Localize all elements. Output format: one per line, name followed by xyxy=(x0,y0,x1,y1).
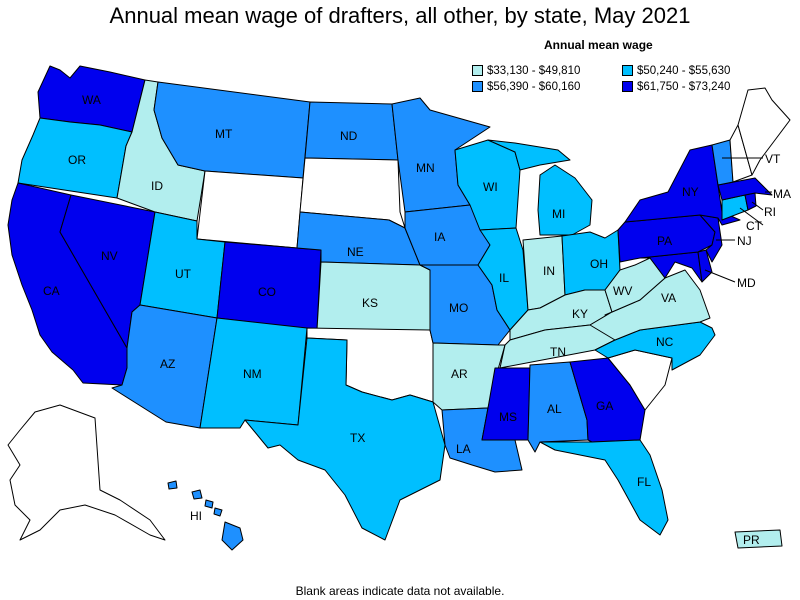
label-wi: WI xyxy=(483,180,498,194)
label-ct: CT xyxy=(746,219,763,233)
callout-leader-lines xyxy=(704,157,772,283)
state-wy[interactable] xyxy=(196,170,304,249)
label-nd: ND xyxy=(340,129,358,143)
map-legend: Annual mean wage $33,130 - $49,810 $50,2… xyxy=(468,38,798,100)
label-oh: OH xyxy=(590,257,608,271)
label-mt: MT xyxy=(215,127,233,141)
legend-title: Annual mean wage xyxy=(544,38,653,52)
label-mn: MN xyxy=(416,161,435,175)
state-mi[interactable] xyxy=(487,139,593,236)
legend-label: $50,240 - $55,630 xyxy=(637,65,731,77)
legend-item-tier3: $56,390 - $60,160 xyxy=(472,81,580,93)
label-ri: RI xyxy=(764,205,776,219)
label-tn: TN xyxy=(550,345,566,359)
state-ak[interactable] xyxy=(7,404,166,541)
state-hi[interactable] xyxy=(167,480,244,551)
label-pr: PR xyxy=(743,533,760,547)
label-ca: CA xyxy=(43,284,60,298)
label-ut: UT xyxy=(175,267,192,281)
states-layer xyxy=(7,65,791,551)
label-or: OR xyxy=(68,153,86,167)
label-il: IL xyxy=(499,271,509,285)
label-ny: NY xyxy=(682,185,699,199)
legend-item-tier1: $33,130 - $49,810 xyxy=(472,65,580,77)
label-ia: IA xyxy=(434,230,445,244)
label-az: AZ xyxy=(160,357,175,371)
leader-ct xyxy=(739,207,764,226)
label-wa: WA xyxy=(82,93,101,107)
label-hi: HI xyxy=(190,509,202,523)
label-mi: MI xyxy=(552,207,565,221)
label-ky: KY xyxy=(572,307,588,321)
state-ma[interactable] xyxy=(717,177,773,201)
label-ma: MA xyxy=(773,187,791,201)
label-nc: NC xyxy=(656,335,674,349)
state-tx[interactable] xyxy=(244,337,446,541)
label-id: ID xyxy=(151,179,163,193)
leader-ri xyxy=(751,201,764,211)
legend-swatch xyxy=(472,81,483,92)
label-nv: NV xyxy=(101,249,118,263)
label-ne: NE xyxy=(347,245,364,259)
legend-item-tier2: $50,240 - $55,630 xyxy=(622,65,730,77)
legend-swatch xyxy=(622,65,633,76)
label-nm: NM xyxy=(243,367,262,381)
leader-md xyxy=(704,269,736,283)
label-ga: GA xyxy=(596,399,613,413)
label-fl: FL xyxy=(637,475,651,489)
label-co: CO xyxy=(258,285,276,299)
label-ms: MS xyxy=(499,410,517,424)
state-il[interactable] xyxy=(477,227,529,331)
label-pa: PA xyxy=(657,234,672,248)
legend-label: $61,750 - $73,240 xyxy=(637,81,731,93)
footnote: Blank areas indicate data not available. xyxy=(295,584,505,598)
state-de[interactable] xyxy=(697,249,713,283)
legend-label: $33,130 - $49,810 xyxy=(487,65,581,77)
state-fl[interactable] xyxy=(539,439,669,536)
label-wv: WV xyxy=(613,284,632,298)
label-tx: TX xyxy=(350,431,365,445)
state-labels: WA OR CA NV ID MT UT AZ CO NM ND NE KS T… xyxy=(43,93,791,547)
legend-swatch xyxy=(472,65,483,76)
map-title: Annual mean wage of drafters, all other,… xyxy=(109,3,691,28)
state-me[interactable] xyxy=(737,87,791,176)
label-al: AL xyxy=(547,402,562,416)
label-in: IN xyxy=(543,264,555,278)
label-la: LA xyxy=(456,442,471,456)
label-ks: KS xyxy=(362,296,378,310)
state-pr[interactable] xyxy=(734,529,783,549)
label-ar: AR xyxy=(451,367,468,381)
legend-item-tier4: $61,750 - $73,240 xyxy=(622,81,730,93)
label-va: VA xyxy=(661,291,676,305)
label-md: MD xyxy=(737,276,756,290)
legend-swatch xyxy=(622,81,633,92)
label-nj: NJ xyxy=(737,234,752,248)
label-mo: MO xyxy=(449,301,468,315)
legend-label: $56,390 - $60,160 xyxy=(487,81,581,93)
state-nj[interactable] xyxy=(699,214,723,263)
label-vt: VT xyxy=(765,152,781,166)
